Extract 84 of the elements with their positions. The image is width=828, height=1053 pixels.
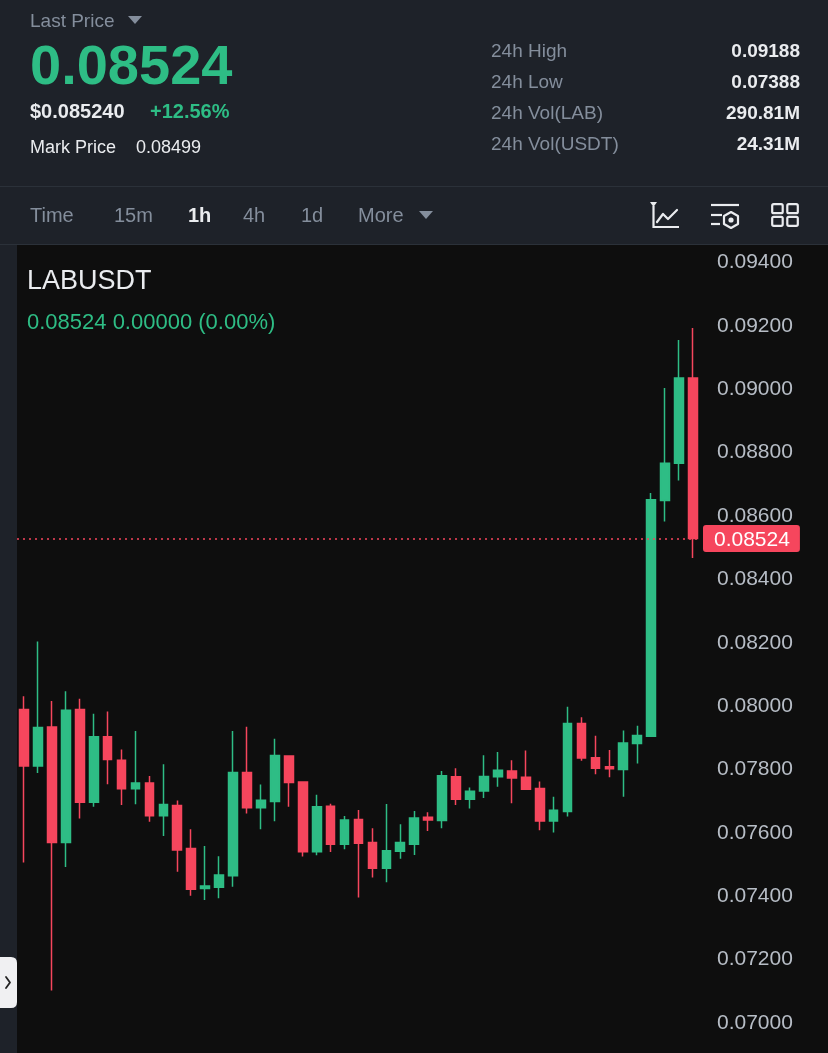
candlestick [590, 735, 601, 775]
text: 1d [301, 204, 324, 226]
candlestick [32, 640, 44, 774]
candlestick [617, 729, 629, 798]
text: 1h [188, 204, 212, 226]
candlestick [506, 759, 518, 805]
candlestick [18, 695, 30, 864]
candlestick [604, 749, 615, 779]
candlestick [576, 716, 587, 762]
text: Time [30, 204, 74, 226]
candlestick [673, 339, 685, 482]
candlestick [339, 815, 350, 851]
candlestick [534, 780, 546, 831]
candlestick [645, 492, 657, 737]
y-tick-label: 0.08600 [717, 502, 793, 526]
candlestick [102, 710, 113, 786]
candlestick [631, 724, 643, 765]
candlestick [171, 799, 183, 873]
text: 24.31M [736, 133, 800, 154]
candlestick [367, 827, 378, 879]
candlestick [88, 712, 100, 808]
y-tick-label: 0.08200 [717, 629, 793, 653]
candlestick [255, 783, 267, 831]
candlestick [144, 775, 155, 823]
candlestick [422, 811, 434, 832]
candlestick [353, 809, 364, 899]
candlestick [283, 754, 295, 808]
text: 0.08499 [136, 137, 202, 157]
y-tick-label: 0.09000 [717, 376, 793, 400]
candlestick [464, 786, 476, 810]
text: 0.08524 0.00000 (0.00%) [27, 308, 276, 334]
text: 24h Vol(LAB) [491, 102, 603, 123]
candlestick [520, 749, 532, 791]
text: 15m [114, 204, 153, 226]
candlestick [311, 794, 323, 857]
candlestick [659, 387, 671, 523]
candlestick [450, 767, 462, 806]
candlestick [492, 751, 504, 788]
text: 0.07388 [731, 71, 800, 92]
text: LABUSDT [27, 264, 152, 295]
ref-line-label: 0.08524 [714, 526, 791, 550]
candlestick [158, 763, 169, 837]
candlestick [227, 730, 239, 888]
text: 24h High [491, 40, 568, 61]
candlestick [394, 823, 406, 860]
candlestick [297, 780, 309, 858]
y-tick-label: 0.07400 [717, 883, 793, 907]
text: 24h Vol(USDT) [491, 133, 619, 154]
text: $0.085240 [30, 100, 125, 122]
candlestick [562, 705, 573, 818]
text: 0.08524 [30, 33, 233, 96]
y-tick-label: 0.09200 [717, 312, 793, 336]
candlestick [478, 754, 490, 799]
candlestick [241, 725, 253, 815]
text: 4h [243, 204, 266, 226]
y-tick-label: 0.07200 [717, 946, 793, 970]
candlestick [116, 748, 127, 806]
candlestick [199, 845, 211, 901]
candlestick [46, 700, 58, 992]
text: 0.09188 [731, 40, 800, 61]
candlestick [548, 795, 559, 834]
candlestick [381, 803, 392, 883]
candlestick [436, 770, 448, 830]
text: +12.56% [150, 100, 230, 122]
text: More [358, 204, 404, 226]
y-tick-label: 0.08400 [717, 566, 793, 590]
y-tick-label: 0.07000 [717, 1009, 793, 1033]
y-tick-label: 0.08000 [717, 692, 793, 716]
text: 290.81M [726, 102, 800, 123]
candlestick [269, 737, 281, 823]
y-tick-label: 0.07800 [717, 756, 793, 780]
y-tick-label: 0.07600 [717, 819, 793, 843]
text: Mark Price [30, 137, 117, 157]
candlestick [325, 802, 336, 853]
text: 24h Low [491, 71, 563, 92]
candlestick [408, 810, 420, 856]
candlestick [74, 698, 86, 820]
y-tick-label: 0.09400 [717, 249, 793, 273]
text: Last Price [30, 10, 115, 31]
candlestick [213, 855, 225, 900]
candlestick [185, 828, 197, 897]
candlestick [130, 730, 141, 806]
candlestick [60, 690, 72, 868]
y-tick-label: 0.08800 [717, 439, 793, 463]
